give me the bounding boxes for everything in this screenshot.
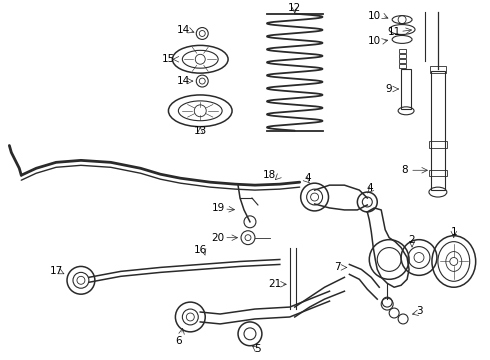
Text: 1: 1: [450, 227, 457, 237]
Text: 20: 20: [212, 233, 225, 243]
Text: 5: 5: [255, 344, 261, 354]
Text: 11: 11: [388, 27, 401, 36]
Text: 14: 14: [177, 76, 190, 86]
Text: 4: 4: [366, 183, 372, 193]
Text: 7: 7: [334, 262, 341, 273]
Text: 17: 17: [49, 266, 63, 276]
Text: 10: 10: [368, 11, 381, 21]
Text: 15: 15: [162, 54, 175, 64]
Text: 6: 6: [175, 336, 182, 346]
Text: 4: 4: [304, 173, 311, 183]
Text: 12: 12: [288, 3, 301, 13]
Text: 21: 21: [268, 279, 281, 289]
Text: 8: 8: [401, 165, 407, 175]
Text: 16: 16: [194, 244, 207, 255]
Text: 18: 18: [263, 170, 276, 180]
Text: 14: 14: [177, 24, 190, 35]
Text: 13: 13: [194, 126, 207, 136]
Text: 2: 2: [409, 235, 416, 245]
Text: 3: 3: [416, 306, 422, 316]
Text: 10: 10: [368, 36, 381, 46]
Text: 9: 9: [386, 84, 392, 94]
Text: 19: 19: [212, 203, 225, 213]
